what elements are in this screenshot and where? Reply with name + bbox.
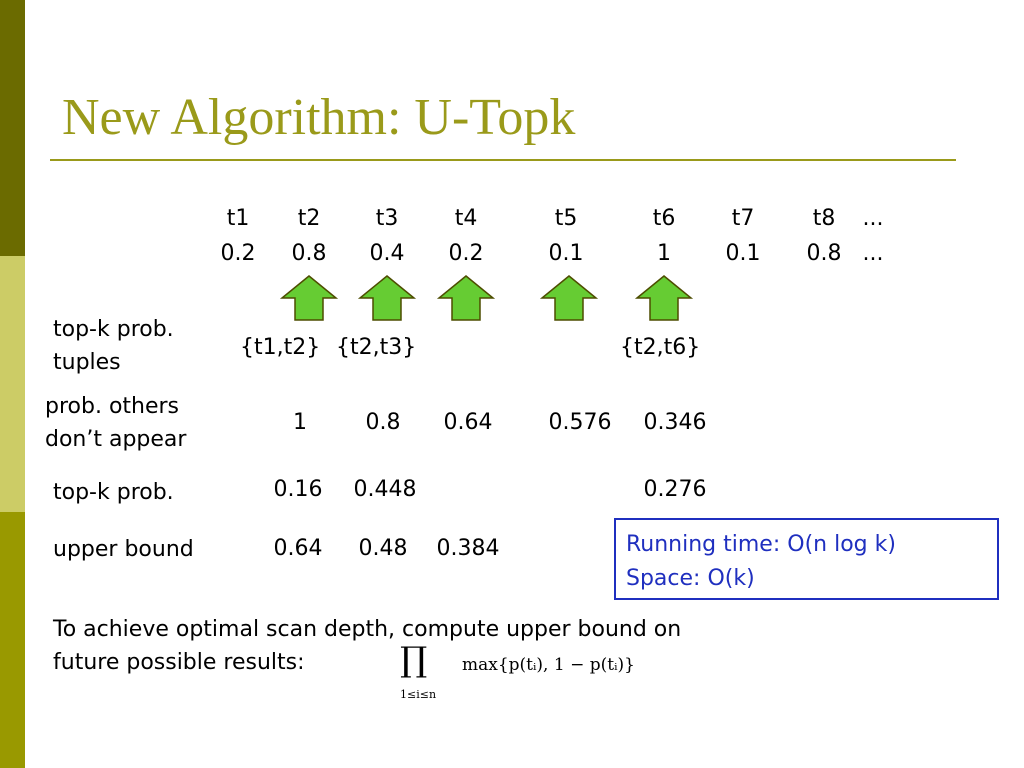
row-label: top-k prob. [53, 317, 174, 342]
formula-expression: max{p(tᵢ), 1 − p(tᵢ)} [462, 655, 635, 675]
tuple-prob: 0.8 [806, 241, 842, 266]
tuple-id: t5 [554, 206, 578, 231]
tuple-id: t7 [731, 206, 755, 231]
tuple-prob: 1 [657, 241, 671, 266]
tuple-prob: 0.1 [725, 241, 761, 266]
row-label: upper bound [53, 537, 194, 562]
cell: 0.448 [353, 477, 417, 502]
slide-title: New Algorithm: U-Topk [62, 89, 576, 146]
tuple-id: t4 [454, 206, 478, 231]
tuple-id: t6 [652, 206, 676, 231]
side-stripe [0, 512, 25, 768]
cell: 1 [293, 410, 307, 435]
cell: {t2,t3} [336, 335, 417, 360]
tuple-prob: 0.2 [220, 241, 256, 266]
cell: 0.346 [643, 410, 707, 435]
tuple-id: t2 [297, 206, 321, 231]
title-rule [50, 159, 956, 161]
arrow [539, 275, 599, 321]
cell: 0.576 [548, 410, 612, 435]
tuple-prob: 0.4 [369, 241, 405, 266]
arrow [634, 275, 694, 321]
info-line: Space: O(k) [626, 566, 755, 591]
cell: 0.64 [443, 410, 493, 435]
formula-subscript: 1≤i≤n [400, 688, 437, 701]
tuple-prob: ... [862, 241, 884, 266]
cell: {t1,t2} [240, 335, 321, 360]
info-line: Running time: O(n log k) [626, 532, 896, 557]
cell: 0.64 [273, 536, 323, 561]
row-label: don’t appear [45, 427, 187, 452]
cell: 0.384 [436, 536, 500, 561]
tuple-prob: 0.8 [291, 241, 327, 266]
tuple-id: t8 [812, 206, 836, 231]
note-line: To achieve optimal scan depth, compute u… [53, 617, 682, 642]
side-stripe [0, 0, 25, 256]
row-label: top-k prob. [53, 480, 174, 505]
cell: 0.276 [643, 477, 707, 502]
tuple-prob: 0.1 [548, 241, 584, 266]
note-line: future possible results: [53, 650, 305, 675]
formula-operator: ∏ [400, 640, 428, 680]
tuple-id: t3 [375, 206, 399, 231]
cell: 0.8 [365, 410, 401, 435]
arrow [436, 275, 496, 321]
tuple-id: ... [862, 206, 884, 231]
cell: {t2,t6} [620, 335, 701, 360]
tuple-prob: 0.2 [448, 241, 484, 266]
info-box: Running time: O(n log k) Space: O(k) [614, 518, 999, 600]
arrow [357, 275, 417, 321]
arrow [279, 275, 339, 321]
row-label: tuples [53, 350, 121, 375]
side-stripe [0, 256, 25, 512]
row-label: prob. others [45, 394, 180, 419]
tuple-id: t1 [226, 206, 250, 231]
cell: 0.48 [358, 536, 408, 561]
cell: 0.16 [273, 477, 323, 502]
